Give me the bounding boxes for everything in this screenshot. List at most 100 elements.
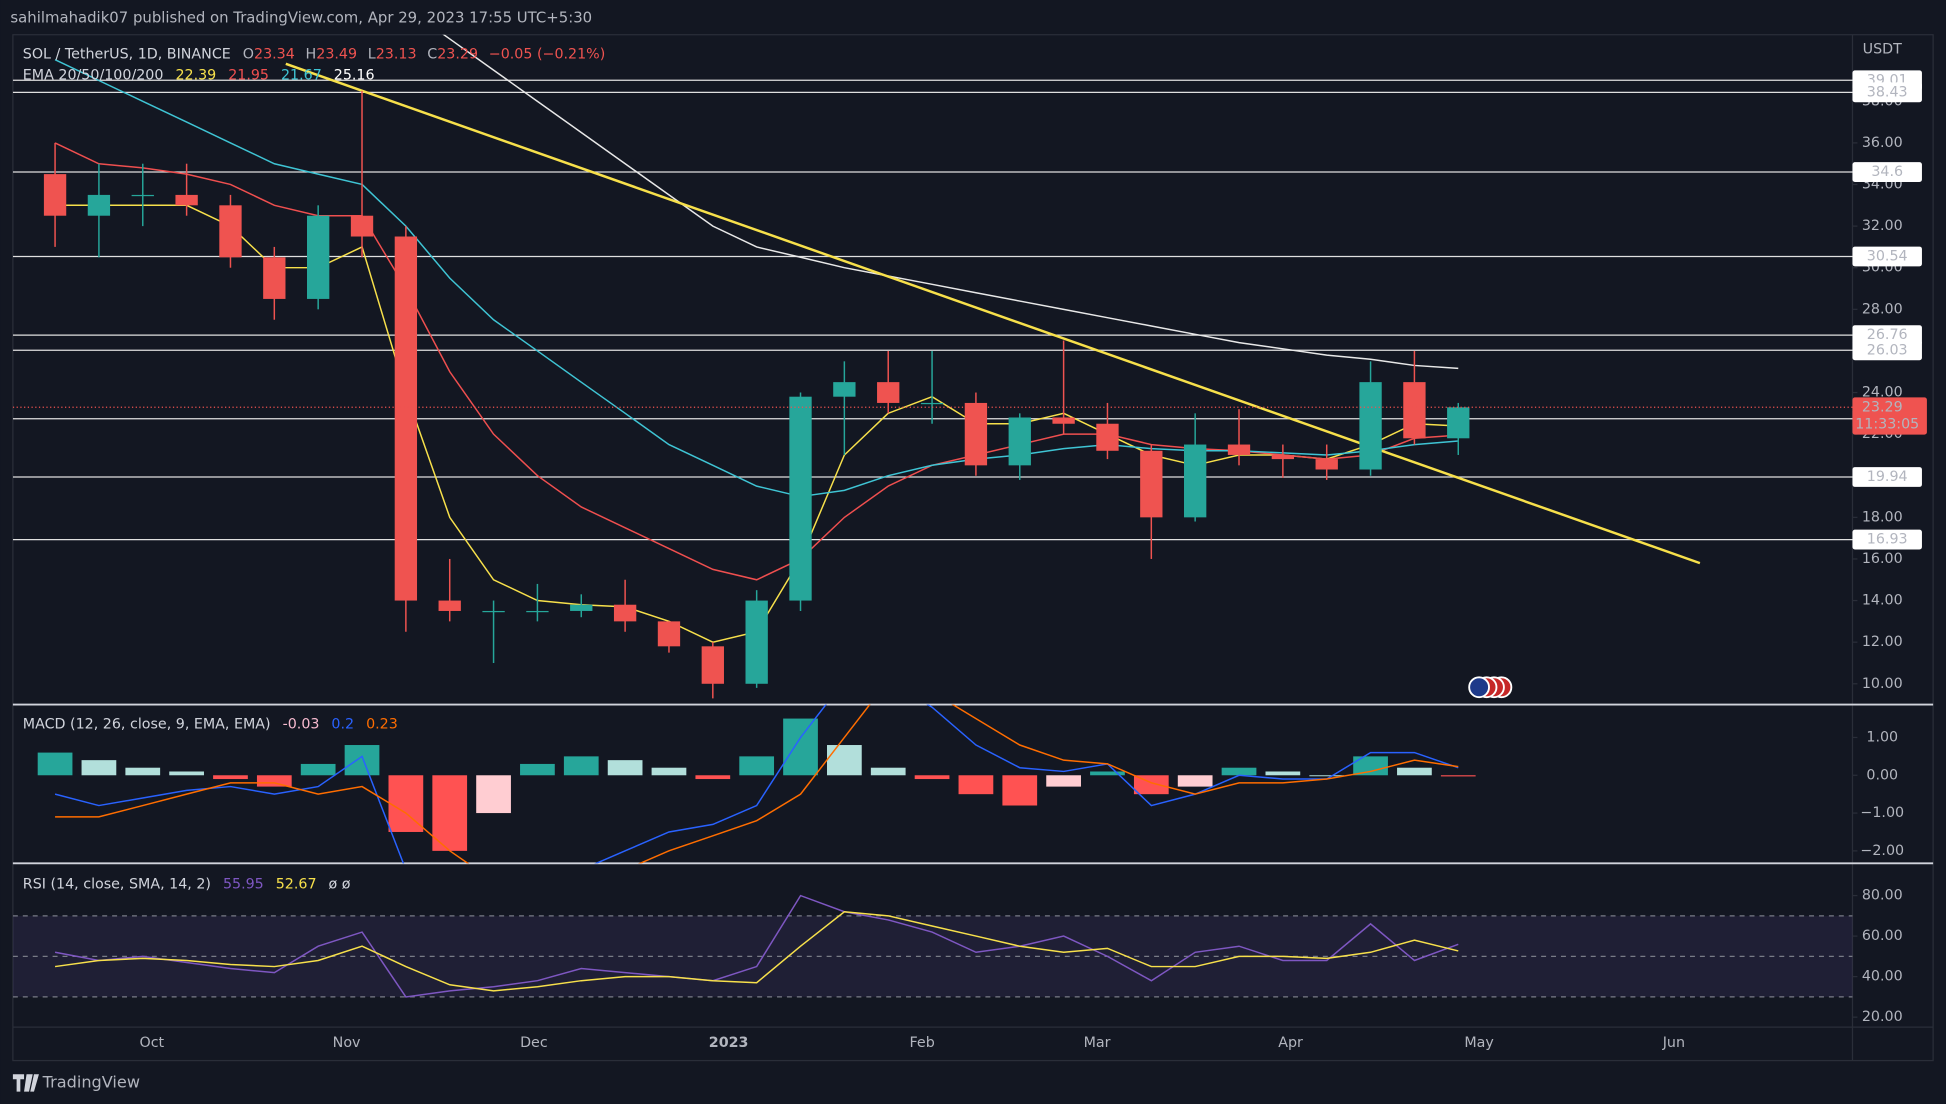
time-label: Jun	[1662, 1035, 1685, 1051]
candle-body	[394, 236, 418, 601]
low-value: 23.13	[376, 47, 417, 63]
candle-body	[307, 215, 330, 299]
candle-body	[219, 205, 242, 258]
level-label-box	[1852, 529, 1922, 550]
candle-body	[1184, 444, 1207, 518]
level-label-box	[1852, 467, 1922, 487]
macd-bar	[37, 752, 73, 776]
time-label: 2023	[709, 1035, 749, 1051]
price-pane	[12, 34, 1853, 699]
ema-value: 21.67	[281, 68, 322, 84]
candle-body	[1008, 417, 1031, 466]
time-label: Apr	[1278, 1035, 1303, 1051]
time-label: Feb	[910, 1035, 935, 1051]
candle-body	[438, 600, 461, 611]
ema-value: 22.39	[175, 68, 216, 84]
candle-body	[789, 396, 812, 601]
level-label: 26.76	[1867, 327, 1908, 343]
legend: SOL / TetherUS, 1D, BINANCE O23.34 H23.4…	[23, 47, 605, 893]
y-tick-label: 16.00	[1862, 551, 1903, 567]
ohlc-label: O	[243, 47, 254, 63]
logo	[12, 1074, 39, 1092]
change-value: −0.05 (−0.21%)	[489, 47, 606, 63]
y-tick-label: 36.00	[1862, 135, 1903, 151]
macd-bar	[1440, 775, 1476, 777]
macd-bar	[1309, 775, 1345, 777]
macd-value: -0.03	[283, 716, 320, 732]
time-label: Dec	[520, 1035, 548, 1051]
indicator-line	[54, 910, 1459, 992]
ema-legend: EMA 20/50/100/200 22.39 21.95 21.67 25.1…	[23, 68, 375, 84]
level-label-box	[1852, 340, 1922, 361]
candle-body	[964, 402, 988, 466]
macd-bar	[1133, 775, 1169, 795]
macd-bar	[1265, 771, 1301, 776]
candle-body	[877, 382, 900, 403]
level-label: 30.54	[1867, 248, 1908, 264]
candle-body	[920, 402, 944, 405]
candle-body	[1359, 382, 1382, 470]
macd-bar	[169, 771, 204, 776]
event-icon	[1468, 676, 1490, 699]
y-tick-label: 1.00	[1866, 729, 1898, 745]
candle-body	[701, 646, 724, 684]
y-tick-label: 60.00	[1862, 928, 1903, 944]
time-label: Nov	[333, 1035, 361, 1051]
time-label: May	[1464, 1035, 1494, 1051]
macd-bar	[476, 775, 511, 814]
candle-body	[1140, 450, 1163, 518]
macd-bar	[1002, 775, 1038, 806]
candle-body	[1403, 382, 1426, 439]
y-tick-label: 24.00	[1862, 385, 1903, 401]
candle-body	[526, 610, 549, 613]
macd-bar	[1090, 771, 1125, 776]
footer: TradingView	[12, 1072, 140, 1092]
macd-bar	[344, 745, 380, 776]
macd-bar	[432, 775, 468, 851]
ohlc-label: L	[368, 47, 376, 63]
macd-bar	[520, 763, 555, 776]
y-tick-label: 12.00	[1862, 634, 1903, 650]
rsi-value: 52.67	[276, 876, 317, 892]
candle-body	[1271, 454, 1295, 460]
candle-body	[263, 257, 286, 299]
macd-bar	[783, 718, 818, 776]
earnings-icons	[1468, 676, 1513, 699]
candle-body	[175, 194, 198, 206]
y-tick-label: −1.00	[1860, 805, 1904, 821]
macd-legend: MACD (12, 26, close, 9, EMA, EMA) -0.03 …	[23, 716, 398, 732]
level-label-box	[1852, 325, 1922, 346]
level-label-box	[1852, 82, 1922, 103]
currency: USDT	[1863, 42, 1902, 58]
candle-body	[1096, 423, 1119, 451]
macd-bar	[1221, 767, 1257, 776]
publisher: sahilmahadik07 published on TradingView.…	[10, 9, 592, 27]
y-tick-label: 28.00	[1862, 301, 1903, 317]
macd-bar	[1177, 775, 1213, 787]
time-label: Mar	[1084, 1035, 1111, 1051]
macd-bar	[563, 756, 599, 776]
symbol-legend: SOL / TetherUS, 1D, BINANCE O23.34 H23.4…	[23, 47, 605, 63]
high-value: 23.49	[316, 47, 357, 63]
y-tick-label: −2.00	[1860, 843, 1904, 859]
candle-body	[131, 194, 154, 197]
candle-body	[833, 382, 856, 397]
symbol: SOL / TetherUS, 1D, BINANCE	[23, 47, 231, 63]
y-tick-label: 14.00	[1862, 593, 1903, 609]
rsi-value: 55.95	[223, 876, 264, 892]
close-value: 23.29	[437, 47, 478, 63]
level-label-box	[1852, 162, 1922, 182]
current-price-label: 23.29	[1862, 399, 1903, 415]
macd-bar	[1353, 756, 1388, 776]
indicator-line	[442, 34, 1459, 370]
macd-bar	[1397, 767, 1432, 776]
macd-value: 0.2	[331, 716, 354, 732]
ema-value: 21.95	[228, 68, 269, 84]
y-tick-label: 80.00	[1862, 888, 1903, 904]
macd-title: MACD (12, 26, close, 9, EMA, EMA)	[23, 716, 271, 732]
level-label: 16.93	[1867, 532, 1908, 548]
level-label: 19.94	[1867, 469, 1908, 485]
ohlc-label: C	[427, 47, 437, 63]
candle-body	[43, 174, 67, 216]
candle-body	[1447, 407, 1470, 439]
